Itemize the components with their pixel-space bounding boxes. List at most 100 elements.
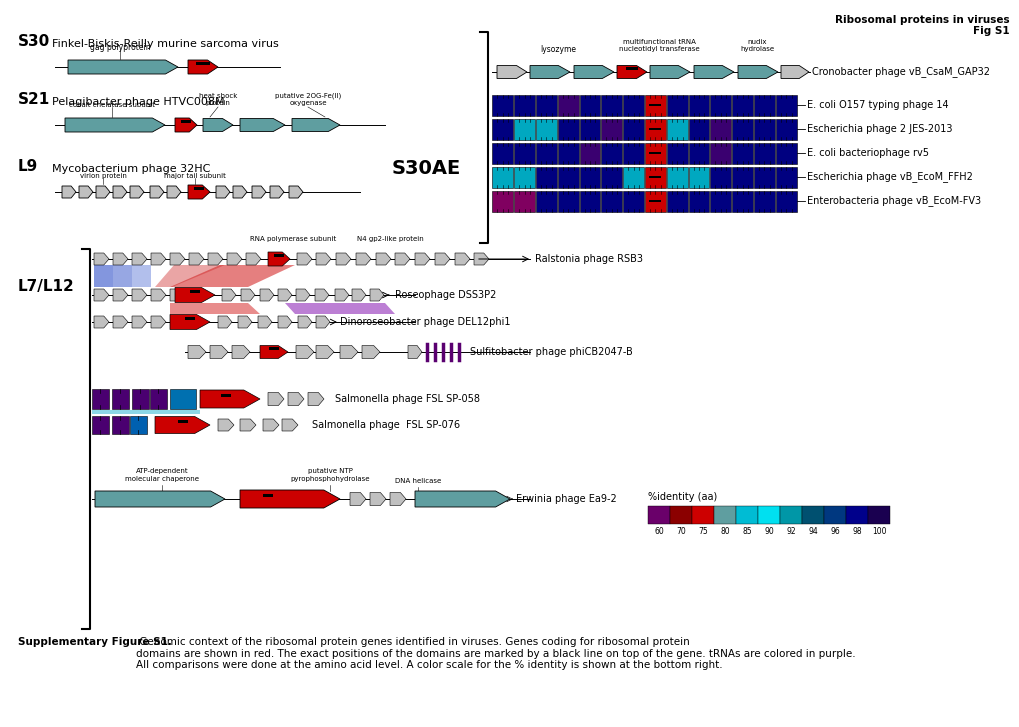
Polygon shape: [258, 316, 272, 328]
Polygon shape: [131, 253, 147, 265]
Bar: [666, 95, 687, 116]
Text: E. coli O157 typing phage 14: E. coli O157 typing phage 14: [806, 100, 948, 110]
Bar: [92, 416, 109, 434]
Polygon shape: [92, 410, 200, 414]
Bar: [536, 95, 556, 116]
Text: 90: 90: [763, 527, 773, 536]
Text: 60: 60: [653, 527, 663, 536]
Bar: [823, 506, 845, 524]
Bar: [579, 190, 600, 212]
Polygon shape: [113, 186, 127, 198]
Polygon shape: [94, 289, 109, 301]
Text: cobalt chelatase subunit: cobalt chelatase subunit: [69, 102, 155, 108]
Bar: [112, 416, 128, 434]
Bar: [623, 119, 643, 140]
Bar: [274, 254, 283, 257]
Polygon shape: [260, 289, 274, 301]
Bar: [753, 142, 774, 164]
Text: Pelagibacter phage HTVC008M: Pelagibacter phage HTVC008M: [52, 97, 224, 107]
Text: virion protein: virion protein: [79, 173, 126, 179]
Text: Enterobacteria phage vB_EcoM-FV3: Enterobacteria phage vB_EcoM-FV3: [806, 196, 980, 206]
Bar: [780, 506, 801, 524]
Polygon shape: [263, 419, 279, 431]
Text: nudix
hydrolase: nudix hydrolase: [739, 39, 773, 52]
Bar: [190, 290, 200, 293]
Polygon shape: [151, 316, 166, 328]
Polygon shape: [113, 265, 131, 287]
Bar: [626, 67, 637, 70]
Bar: [623, 190, 643, 212]
Bar: [845, 506, 867, 524]
Polygon shape: [288, 186, 303, 198]
Bar: [732, 119, 752, 140]
Bar: [688, 119, 708, 140]
Text: 96: 96: [829, 527, 839, 536]
Text: S30AE: S30AE: [391, 159, 461, 179]
Bar: [180, 120, 191, 123]
Polygon shape: [287, 393, 304, 406]
Polygon shape: [208, 253, 223, 265]
Bar: [688, 95, 708, 116]
Bar: [557, 166, 578, 188]
Text: Supplementary Figure S1.: Supplementary Figure S1.: [18, 637, 172, 647]
Bar: [221, 394, 230, 397]
Text: major tail subunit: major tail subunit: [164, 173, 226, 179]
Bar: [579, 95, 600, 116]
Polygon shape: [296, 345, 314, 358]
Bar: [92, 389, 109, 409]
Bar: [601, 95, 622, 116]
Text: L9: L9: [18, 159, 39, 174]
Polygon shape: [268, 393, 283, 406]
Text: N4 gp2-like protein: N4 gp2-like protein: [357, 236, 423, 242]
Polygon shape: [339, 345, 358, 358]
Bar: [536, 166, 556, 188]
Polygon shape: [260, 345, 287, 358]
Bar: [709, 190, 731, 212]
Bar: [644, 142, 665, 164]
Polygon shape: [693, 65, 734, 79]
Bar: [753, 190, 774, 212]
Bar: [688, 166, 708, 188]
Polygon shape: [239, 419, 256, 431]
Bar: [709, 142, 731, 164]
Polygon shape: [284, 303, 394, 314]
Text: lysozyme: lysozyme: [539, 46, 576, 55]
Polygon shape: [415, 491, 510, 507]
Bar: [492, 95, 513, 116]
Bar: [601, 190, 622, 212]
Polygon shape: [170, 265, 294, 287]
Polygon shape: [155, 417, 210, 433]
Bar: [775, 119, 796, 140]
Polygon shape: [316, 345, 333, 358]
Bar: [492, 119, 513, 140]
Bar: [801, 506, 823, 524]
Polygon shape: [316, 316, 330, 328]
Polygon shape: [474, 253, 488, 265]
Bar: [170, 389, 196, 409]
Polygon shape: [278, 316, 291, 328]
Bar: [691, 506, 713, 524]
Polygon shape: [738, 65, 777, 79]
Bar: [775, 190, 796, 212]
Text: 92: 92: [786, 527, 795, 536]
Bar: [514, 142, 535, 164]
Polygon shape: [131, 316, 147, 328]
Text: heat shock
protein: heat shock protein: [199, 92, 237, 105]
Polygon shape: [131, 289, 147, 301]
Bar: [184, 317, 195, 320]
Bar: [666, 166, 687, 188]
Polygon shape: [574, 65, 613, 79]
Polygon shape: [239, 490, 339, 508]
Polygon shape: [270, 186, 283, 198]
Polygon shape: [189, 253, 204, 265]
Bar: [775, 166, 796, 188]
Polygon shape: [203, 119, 232, 132]
Polygon shape: [218, 419, 233, 431]
Polygon shape: [781, 65, 808, 79]
Polygon shape: [232, 186, 247, 198]
Text: Finkel-Biskis-Reilly murine sarcoma virus: Finkel-Biskis-Reilly murine sarcoma viru…: [52, 39, 278, 49]
Polygon shape: [113, 253, 127, 265]
Bar: [644, 95, 665, 116]
Bar: [649, 127, 660, 130]
Bar: [753, 119, 774, 140]
